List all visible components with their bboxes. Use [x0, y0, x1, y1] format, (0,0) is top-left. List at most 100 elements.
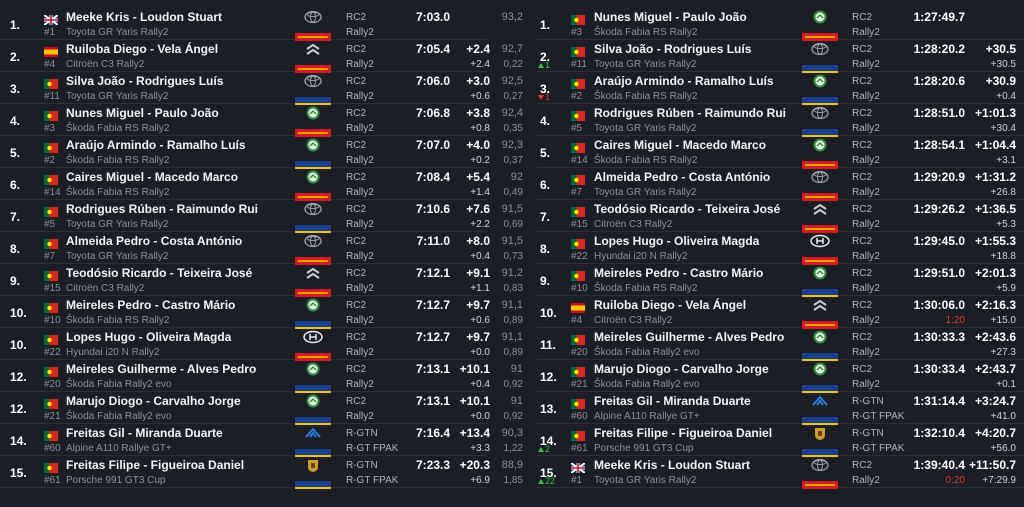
brand-logo [810, 426, 830, 446]
category: R-GT FPAK [346, 443, 399, 454]
category: R-GT FPAK [852, 411, 905, 422]
class: RC2 [852, 140, 873, 151]
tyre-logo-graphic [802, 353, 838, 361]
tyre-logo-graphic [802, 225, 838, 233]
tyre-logo-graphic [295, 33, 331, 41]
crew-name: Ruiloba Diego - Vela Ángel [594, 298, 747, 312]
tyre-logo [295, 316, 331, 334]
position: 2. [10, 50, 21, 64]
brand-logo-graphic [811, 106, 829, 120]
gap-leader: +9.1 [466, 266, 490, 280]
car-number: #4 [44, 59, 56, 70]
position: 8. [10, 242, 21, 256]
car-model: Citroën C3 Rally2 [594, 315, 673, 326]
car-number: #21 [571, 379, 588, 390]
result-row: 12. Marujo Diogo - Carvalho Jorge #21 Škoda… [537, 360, 1024, 393]
class: RC2 [852, 76, 873, 87]
time: 7:08.4 [415, 170, 450, 184]
sec-per-km: 0,37 [503, 155, 523, 166]
position: 3. [10, 82, 21, 96]
gap-leader: +2.4 [466, 42, 490, 56]
position: 12. [10, 402, 27, 416]
car-number: #20 [571, 347, 588, 358]
brand-logo [810, 298, 830, 318]
time: 1:39:40.4 [913, 458, 965, 472]
category: Rally2 [852, 187, 880, 198]
brand-logo-graphic [306, 170, 320, 184]
country-flag-graphic [571, 335, 585, 345]
car-model: Porsche 991 GT3 Cup [594, 443, 694, 454]
category: R-GT FPAK [346, 475, 399, 486]
brand-logo [303, 234, 323, 254]
car-number: #1 [44, 27, 56, 38]
country-flag [571, 172, 585, 190]
gap-leader: +1:01.3 [974, 106, 1016, 120]
position: 5. [540, 146, 551, 160]
country-flag-graphic [571, 175, 585, 185]
avg-speed: 88,9 [501, 459, 523, 471]
car-model: Škoda Fabia RS Rally2 [66, 123, 170, 134]
time: 1:28:20.2 [913, 42, 965, 56]
country-flag-graphic [571, 303, 585, 313]
crew-name: Marujo Diogo - Carvalho Jorge [66, 394, 241, 408]
crew-name: Lopes Hugo - Oliveira Magda [594, 234, 760, 248]
category: Rally2 [346, 219, 374, 230]
country-flag [570, 460, 586, 478]
country-flag [571, 268, 585, 286]
position: 12. [10, 370, 27, 384]
country-flag [44, 332, 58, 350]
brand-logo [303, 266, 323, 286]
brand-logo [303, 394, 323, 414]
tyre-logo-graphic [295, 289, 331, 297]
car-model: Alpine A110 Rallye GT+ [66, 443, 172, 454]
country-flag-graphic [571, 207, 585, 217]
car-number: #11 [571, 59, 587, 70]
crew-name: Meireles Pedro - Castro Mário [66, 298, 236, 312]
car-number: #60 [44, 443, 61, 454]
sec-per-km: 0,35 [503, 123, 523, 134]
country-flag [571, 108, 585, 126]
result-row: 1. Meeke Kris - Loudon Stuart #1 Toyota GR … [0, 8, 523, 41]
class: RC2 [346, 172, 367, 183]
gap-leader: +5.4 [466, 170, 490, 184]
car-model: Škoda Fabia RS Rally2 [594, 91, 698, 102]
class: RC2 [346, 364, 367, 375]
brand-logo-graphic [813, 362, 827, 376]
tyre-logo-graphic [295, 193, 331, 201]
gap-previous: +30.4 [990, 123, 1016, 134]
gap-previous: +56.0 [990, 443, 1016, 454]
country-flag-graphic [44, 271, 58, 281]
result-row: 3. Silva João - Rodrigues Luís #11 Toyota G… [0, 72, 550, 105]
class: RC2 [346, 140, 367, 151]
result-row: 7. Teodósio Ricardo - Teixeira José #15 Cit… [537, 200, 1024, 233]
avg-speed: 92,4 [501, 107, 523, 119]
car-model: Škoda Fabia RS Rally2 [66, 155, 170, 166]
crew-name: Meeke Kris - Loudon Stuart [594, 458, 751, 472]
car-number: #21 [44, 411, 61, 422]
car-model: Škoda Fabia RS Rally2 [66, 187, 170, 198]
class: RC2 [346, 12, 367, 23]
avg-speed: 91 [510, 395, 523, 407]
result-row: 15. Meeke Kris - Loudon Stuart #1 Toyota GR… [537, 456, 1024, 489]
category: Rally2 [346, 347, 374, 358]
sec-per-km: 0,69 [503, 219, 523, 230]
country-flag [44, 108, 58, 126]
result-row: 9. Meireles Pedro - Castro Mário #10 Škoda … [537, 264, 1024, 297]
car-number: #14 [571, 155, 588, 166]
country-flag [44, 364, 58, 382]
crew-name: Caires Miguel - Macedo Marco [594, 138, 767, 152]
gap-leader: +30.9 [985, 74, 1016, 88]
class: RC2 [346, 396, 367, 407]
class: RC2 [852, 300, 873, 311]
country-flag-graphic [44, 399, 58, 409]
category: R-GT FPAK [852, 443, 905, 454]
gap-leader: +2:01.3 [974, 266, 1016, 280]
car-number: #11 [44, 91, 60, 102]
category: Rally2 [346, 283, 374, 294]
brand-logo [810, 234, 830, 254]
gap-leader: +2:16.3 [974, 298, 1016, 312]
tyre-logo-graphic [802, 449, 838, 457]
brand-logo-graphic [303, 330, 323, 344]
brand-logo-graphic [304, 234, 322, 248]
crew-name: Ruiloba Diego - Vela Ángel [66, 42, 219, 56]
